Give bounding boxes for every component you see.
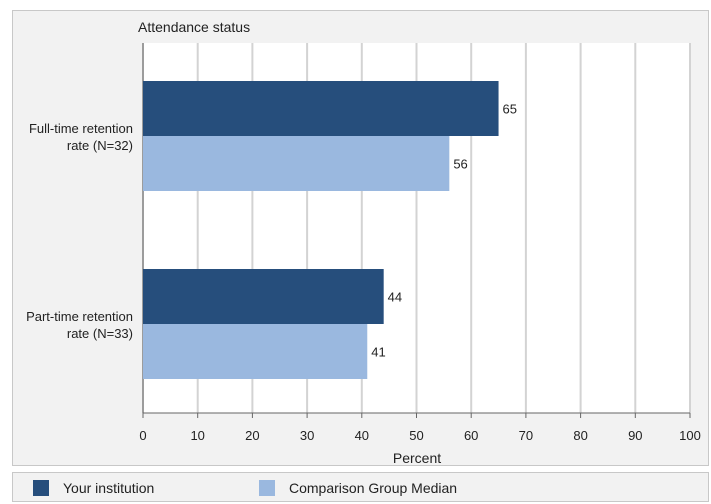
legend-item-your-institution: Your institution <box>33 473 154 503</box>
x-tick-label: 10 <box>190 428 204 443</box>
x-axis-title: Percent <box>393 450 441 466</box>
legend-swatch-comparison-group <box>259 480 275 496</box>
category-label: rate (N=32) <box>67 138 133 153</box>
x-tick-label: 0 <box>139 428 146 443</box>
chart-bars: 65 56 44 41 <box>143 81 517 379</box>
legend-label-comparison-group: Comparison Group Median <box>289 480 458 496</box>
legend-label-your-institution: Your institution <box>63 480 155 496</box>
chart-legend: Your institution Comparison Group Median <box>12 472 709 502</box>
category-label: Full-time retention <box>29 121 133 136</box>
x-tick-label: 30 <box>300 428 314 443</box>
x-tick-label: 80 <box>573 428 587 443</box>
bar-value-label: 41 <box>371 345 385 360</box>
x-axis-ticks: 0 10 20 30 40 50 60 70 80 90 100 <box>139 413 701 443</box>
legend-swatch-your-institution <box>33 480 49 496</box>
x-tick-label: 50 <box>409 428 423 443</box>
x-tick-label: 60 <box>464 428 478 443</box>
x-tick-label: 100 <box>679 428 701 443</box>
chart-title: Attendance status <box>138 19 250 35</box>
x-tick-label: 90 <box>628 428 642 443</box>
x-tick-label: 40 <box>355 428 369 443</box>
bar <box>143 324 368 379</box>
category-label: Part-time retention <box>26 309 133 324</box>
bar-value-label: 44 <box>388 290 402 305</box>
bar-value-label: 65 <box>503 102 517 117</box>
bar <box>143 136 450 191</box>
x-tick-label: 70 <box>519 428 533 443</box>
bar-value-label: 56 <box>453 157 467 172</box>
bar <box>143 81 499 136</box>
y-axis-categories: Full-time retention rate (N=32) Part-time … <box>26 121 133 341</box>
bar <box>143 269 384 324</box>
category-label: rate (N=33) <box>67 326 133 341</box>
legend-item-comparison-group: Comparison Group Median <box>259 473 457 503</box>
x-tick-label: 20 <box>245 428 259 443</box>
